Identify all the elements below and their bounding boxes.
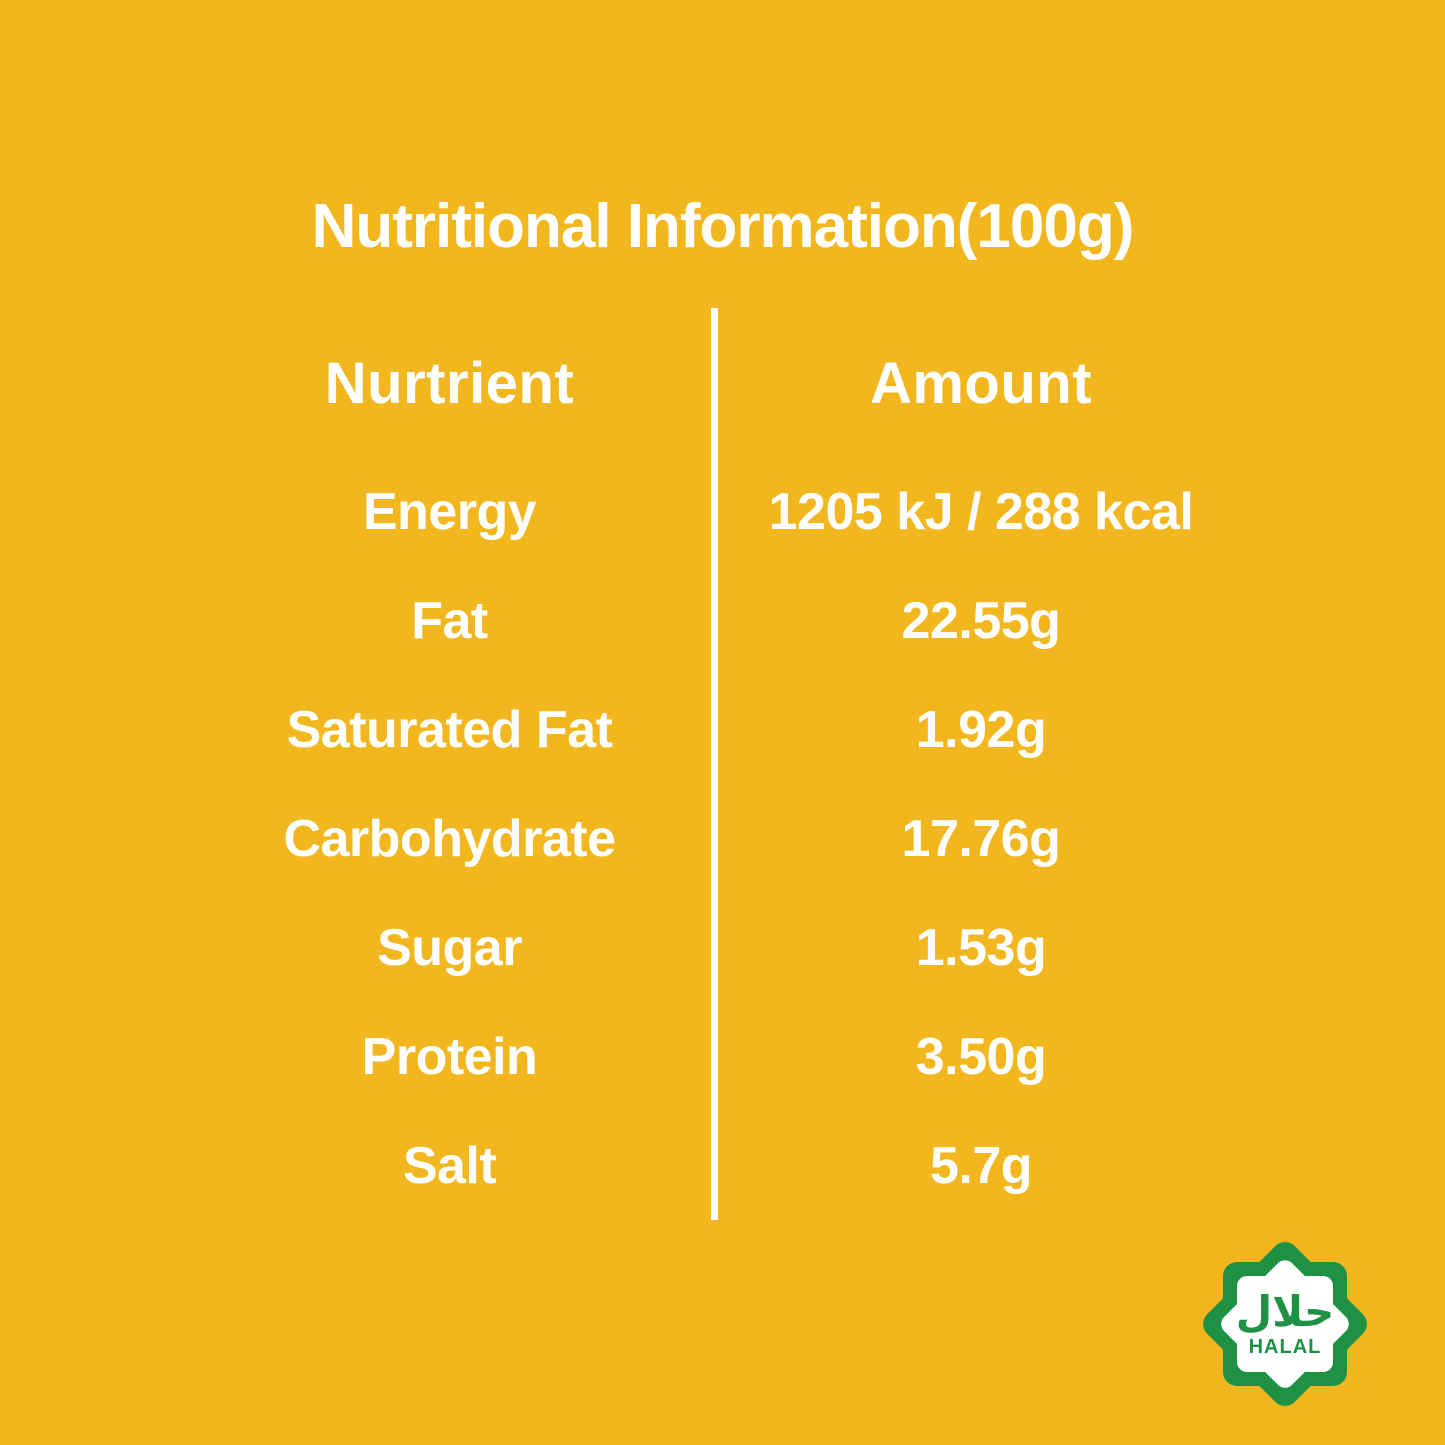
- nutrient-name: Carbohydrate: [283, 809, 616, 868]
- halal-badge-content: حلال HALAL: [1197, 1236, 1373, 1412]
- nutrient-amount: 3.50g: [915, 1027, 1047, 1086]
- page-title: Nutritional Information(100g): [311, 192, 1135, 261]
- halal-arabic-text: حلال: [1235, 1287, 1335, 1336]
- nutrient-amount: 1.92g: [915, 701, 1047, 760]
- column-divider: [711, 308, 718, 1220]
- nutrient-amount: 22.55g: [901, 592, 1061, 651]
- nutrition-table: Nurtrient Amount Energy 1205 kJ / 288 kc…: [185, 308, 1248, 1220]
- nutrient-amount: 17.76g: [901, 809, 1061, 868]
- nutrient-amount: 5.7g: [929, 1136, 1033, 1195]
- halal-badge: حلال HALAL: [1197, 1236, 1373, 1412]
- nutrient-name: Protein: [361, 1027, 538, 1086]
- nutrient-name: Saturated Fat: [286, 701, 613, 760]
- nutrient-name: Energy: [362, 483, 537, 542]
- column-header-amount: Amount: [869, 350, 1093, 416]
- nutrient-amount: 1.53g: [915, 918, 1047, 977]
- nutrient-name: Fat: [411, 592, 488, 651]
- halal-label: HALAL: [1248, 1336, 1322, 1358]
- nutrient-name: Salt: [402, 1136, 497, 1195]
- nutrient-name: Sugar: [377, 918, 522, 977]
- column-header-nutrient: Nurtrient: [324, 350, 575, 416]
- nutrient-amount: 1205 kJ / 288 kcal: [768, 483, 1194, 542]
